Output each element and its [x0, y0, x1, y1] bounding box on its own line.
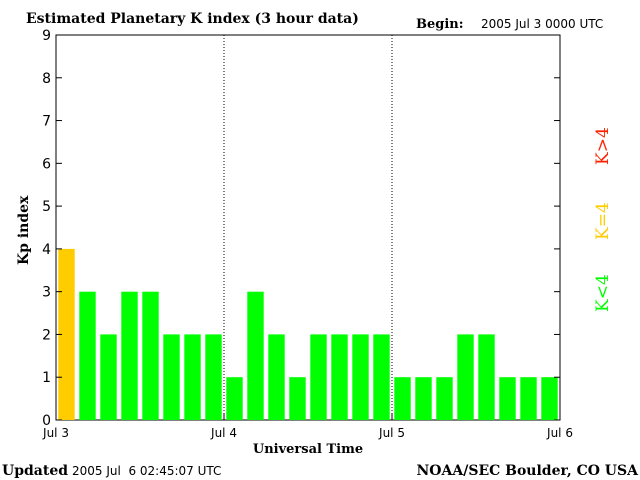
kp-bar [541, 377, 558, 420]
y-tick-label: 6 [42, 156, 51, 172]
kp-bar [415, 377, 432, 420]
legend-low: K<4 [593, 274, 613, 312]
kp-bar [289, 377, 306, 420]
kp-bar [457, 334, 474, 420]
kp-bar [205, 334, 222, 420]
source-credit: NOAA/SEC Boulder, CO USA [417, 463, 640, 479]
kp-bar [478, 334, 495, 420]
legend-equal: K=4 [593, 202, 613, 240]
kp-bar [100, 334, 117, 420]
kp-bar [436, 377, 453, 420]
y-tick-label: 7 [42, 114, 51, 130]
kp-bar [394, 377, 411, 420]
day-dividers [223, 35, 393, 420]
x-tick-label: Jul 6 [546, 426, 573, 440]
kp-bar [373, 334, 390, 420]
kp-bar [79, 291, 96, 420]
y-axis-ticks: 0 1 2 3 4 5 6 7 8 9 [42, 28, 560, 429]
legend-high: K>4 [593, 127, 613, 165]
kp-bar [163, 334, 180, 420]
y-tick-label: 5 [42, 199, 51, 215]
chart-title: Estimated Planetary K index (3 hour data… [26, 11, 359, 27]
x-tick-label: Jul 4 [210, 426, 237, 440]
kp-bar [499, 377, 516, 420]
kp-bar [121, 291, 138, 420]
kp-bar [184, 334, 201, 420]
y-tick-label: 8 [42, 71, 51, 87]
kp-bar [310, 334, 327, 420]
kp-bar [58, 248, 75, 420]
y-axis-label: Kp index [16, 195, 32, 265]
x-axis-label: Universal Time [253, 442, 363, 457]
kp-bar [352, 334, 369, 420]
x-tick-label: Jul 3 [42, 426, 69, 440]
updated-label: Updated [2, 463, 68, 479]
kp-bar [142, 291, 159, 420]
plot-frame [55, 34, 561, 421]
begin-label: Begin: [416, 17, 464, 32]
y-tick-label: 2 [42, 327, 51, 343]
begin-value: 2005 Jul 3 0000 UTC [481, 17, 603, 31]
x-axis-ticks: Jul 3 Jul 4 Jul 5 Jul 6 [42, 414, 573, 440]
kp-bar [247, 291, 264, 420]
y-tick-label: 0 [42, 413, 51, 429]
y-tick-label: 4 [42, 242, 51, 258]
y-tick-label: 9 [42, 28, 51, 44]
y-tick-label: 3 [42, 285, 51, 301]
x-tick-label: Jul 5 [378, 426, 405, 440]
y-tick-label: 1 [42, 370, 51, 386]
kp-bar [226, 377, 243, 420]
kp-bar [331, 334, 348, 420]
updated-value: 2005 Jul 6 02:45:07 UTC [72, 464, 221, 478]
kp-bars [58, 248, 558, 420]
kp-bar [520, 377, 537, 420]
kp-bar [268, 334, 285, 420]
